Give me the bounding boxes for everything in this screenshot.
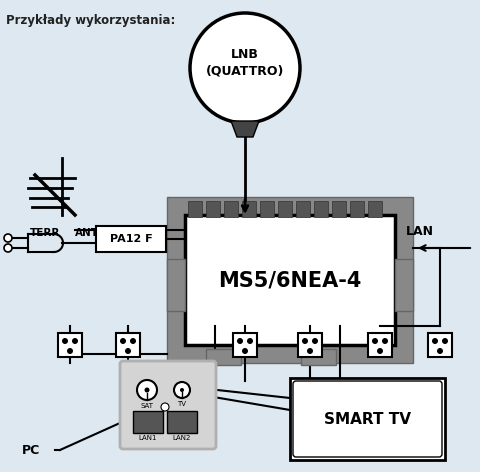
Circle shape (377, 348, 383, 354)
Circle shape (237, 338, 243, 344)
FancyBboxPatch shape (314, 201, 328, 217)
FancyBboxPatch shape (58, 333, 82, 357)
FancyBboxPatch shape (233, 333, 257, 357)
Text: LNB
(QUATTRO): LNB (QUATTRO) (206, 49, 284, 77)
Circle shape (67, 348, 73, 354)
Circle shape (72, 338, 78, 344)
FancyBboxPatch shape (298, 333, 322, 357)
Text: ANTENNA: ANTENNA (75, 228, 132, 238)
FancyBboxPatch shape (242, 201, 256, 217)
FancyBboxPatch shape (167, 411, 197, 433)
FancyBboxPatch shape (206, 349, 241, 365)
Circle shape (62, 338, 68, 344)
Circle shape (125, 348, 131, 354)
FancyBboxPatch shape (167, 197, 413, 363)
Circle shape (312, 338, 318, 344)
FancyBboxPatch shape (332, 201, 346, 217)
FancyBboxPatch shape (296, 201, 310, 217)
FancyBboxPatch shape (206, 201, 220, 217)
FancyBboxPatch shape (96, 226, 166, 252)
Circle shape (4, 234, 12, 242)
FancyBboxPatch shape (260, 201, 274, 217)
Text: LAN: LAN (406, 225, 434, 238)
Polygon shape (231, 121, 259, 137)
Circle shape (442, 338, 448, 344)
Text: PA12 F: PA12 F (110, 234, 152, 244)
Text: TV: TV (178, 401, 187, 407)
Text: SMART TV: SMART TV (324, 412, 411, 427)
Circle shape (307, 348, 313, 354)
FancyBboxPatch shape (224, 201, 238, 217)
Circle shape (242, 348, 248, 354)
FancyBboxPatch shape (133, 411, 163, 433)
FancyBboxPatch shape (368, 201, 382, 217)
Text: SAT: SAT (141, 403, 154, 409)
FancyBboxPatch shape (395, 259, 413, 311)
FancyBboxPatch shape (428, 333, 452, 357)
Circle shape (4, 244, 12, 252)
Text: PC: PC (22, 444, 40, 456)
Circle shape (432, 338, 438, 344)
FancyBboxPatch shape (350, 201, 364, 217)
Circle shape (247, 338, 253, 344)
Circle shape (174, 382, 190, 398)
FancyBboxPatch shape (188, 201, 202, 217)
Circle shape (302, 338, 308, 344)
Circle shape (437, 348, 443, 354)
FancyBboxPatch shape (120, 361, 216, 449)
FancyBboxPatch shape (293, 381, 442, 457)
Circle shape (144, 388, 149, 393)
FancyBboxPatch shape (300, 349, 336, 365)
Circle shape (190, 13, 300, 123)
Circle shape (120, 338, 126, 344)
Circle shape (161, 403, 169, 411)
Circle shape (180, 388, 184, 392)
FancyBboxPatch shape (368, 333, 392, 357)
FancyBboxPatch shape (116, 333, 140, 357)
Circle shape (130, 338, 136, 344)
Circle shape (137, 380, 157, 400)
Text: TERR: TERR (30, 228, 60, 238)
FancyBboxPatch shape (278, 201, 292, 217)
Text: Przykłady wykorzystania:: Przykłady wykorzystania: (6, 14, 175, 27)
FancyBboxPatch shape (185, 215, 395, 345)
Text: LAN2: LAN2 (173, 435, 191, 441)
Text: MS5/6NEA-4: MS5/6NEA-4 (218, 270, 362, 290)
Circle shape (382, 338, 388, 344)
FancyBboxPatch shape (290, 378, 445, 460)
FancyBboxPatch shape (167, 259, 185, 311)
Circle shape (372, 338, 378, 344)
Text: LAN1: LAN1 (139, 435, 157, 441)
